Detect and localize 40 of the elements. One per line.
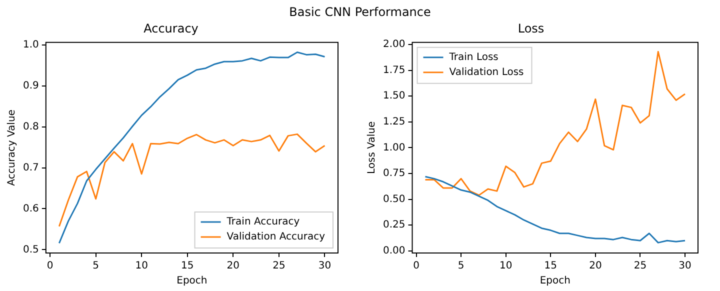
- y-tick-label: 0.25: [383, 220, 406, 231]
- x-tick-label: 15: [181, 260, 194, 272]
- x-tick-label: 25: [634, 260, 647, 272]
- y-axis-title: Accuracy Value: [6, 110, 18, 186]
- y-axis-title: Loss Value: [366, 121, 378, 174]
- y-tick-label: 0.7: [22, 162, 39, 174]
- y-tick-label: 0.8: [22, 121, 39, 132]
- text: Basic CNN Performance: [289, 5, 431, 19]
- legend-label: Validation Accuracy: [226, 232, 326, 243]
- x-axis-title: Epoch: [540, 276, 570, 287]
- y-tick-label: 0.5: [22, 244, 39, 256]
- x-tick-label: 10: [500, 260, 512, 272]
- x-tick-label: 5: [458, 260, 464, 272]
- x-tick-label: 5: [92, 260, 99, 272]
- x-tick-label: 0: [46, 260, 54, 272]
- y-tick-label: 1.25: [383, 116, 406, 128]
- y-tick-label: 0.00: [383, 246, 406, 257]
- y-tick-label: 1.50: [383, 90, 406, 102]
- y-tick-label: 0.6: [22, 203, 39, 214]
- y-tick-label: 0.75: [383, 168, 406, 180]
- y-tick-label: 1.75: [383, 64, 406, 76]
- x-tick-label: 0: [413, 260, 420, 272]
- x-tick-label: 30: [678, 260, 692, 272]
- y-tick-label: 1.00: [383, 142, 406, 154]
- y-tick-label: 0.50: [383, 194, 406, 205]
- x-tick-label: 15: [544, 260, 558, 272]
- y-tick-label: 0.9: [22, 80, 39, 92]
- legend-label: Train Loss: [448, 52, 498, 63]
- x-tick-label: 30: [318, 260, 332, 272]
- chart-title: Accuracy: [144, 21, 198, 36]
- x-tick-label: 25: [272, 260, 286, 272]
- x-tick-label: 20: [589, 260, 602, 272]
- y-tick-label: 2.00: [383, 39, 406, 50]
- y-tick-label: 1.0: [22, 39, 39, 50]
- x-tick-label: 20: [226, 260, 240, 272]
- x-tick-label: 10: [135, 260, 148, 272]
- chart-title: Loss: [518, 21, 544, 36]
- x-axis-title: Epoch: [176, 276, 208, 287]
- legend-label: Train Accuracy: [226, 216, 300, 228]
- legend-label: Validation Loss: [449, 66, 524, 78]
